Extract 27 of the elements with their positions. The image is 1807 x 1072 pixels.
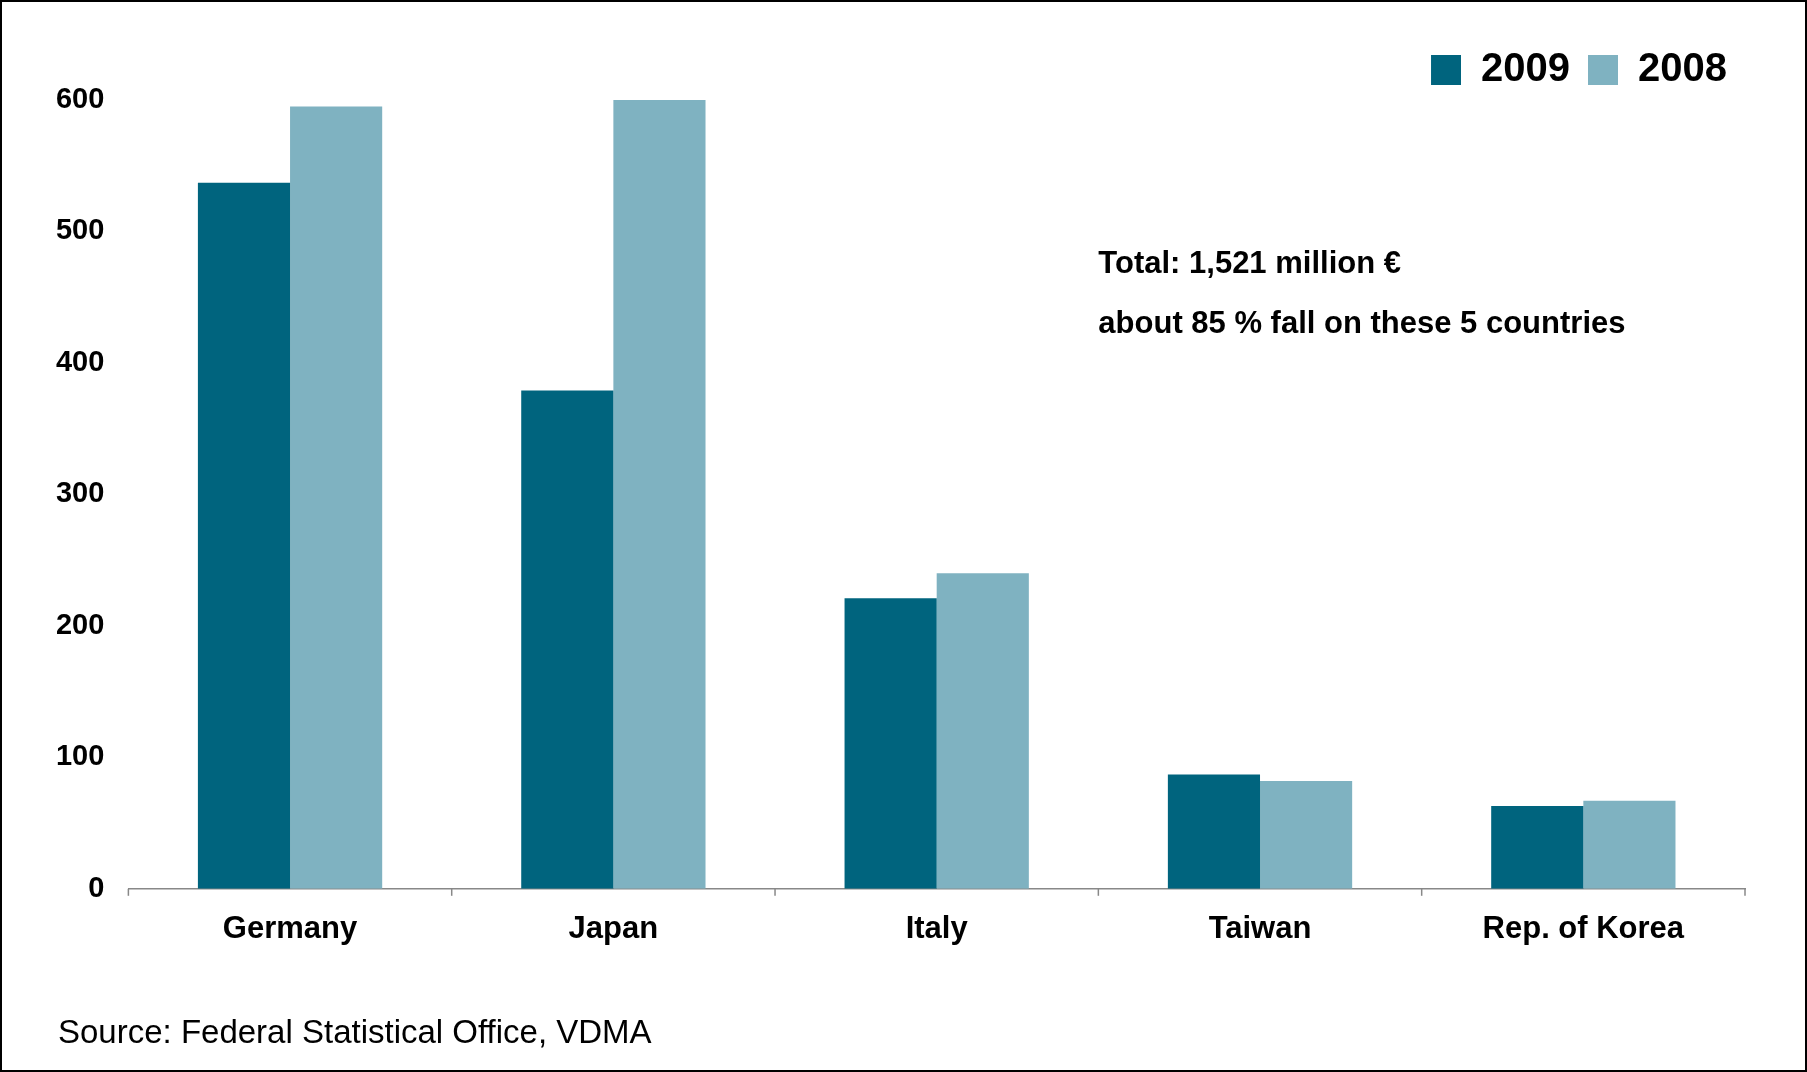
x-tick-label: Taiwan: [1208, 909, 1312, 945]
source-note: Source: Federal Statistical Office, VDMA: [58, 1013, 652, 1051]
bar: [844, 598, 937, 889]
legend-label: 2008: [1638, 45, 1727, 90]
y-tick-label: 600: [55, 82, 105, 114]
bar: [1260, 781, 1353, 889]
y-tick-label: 0: [88, 870, 105, 903]
y-tick-label: 500: [55, 213, 105, 246]
x-tick-label: Japan: [568, 909, 659, 945]
bar: [197, 182, 291, 889]
y-tick-label: 200: [55, 607, 105, 640]
annotation: about 85 % fall on these 5 countries: [1098, 304, 1626, 340]
legend-label: 2009: [1481, 45, 1571, 90]
bar: [1491, 805, 1584, 889]
bar: [936, 573, 1029, 889]
y-tick-label: 400: [55, 344, 105, 377]
bar: [290, 106, 383, 889]
bar: [1583, 800, 1676, 889]
x-tick-label: Germany: [222, 909, 358, 945]
x-tick-label: Rep. of Korea: [1482, 909, 1685, 945]
y-tick-label: 300: [55, 476, 105, 509]
annotation: Total: 1,521 million €: [1098, 244, 1401, 280]
bar: [521, 390, 614, 889]
y-tick-label: 100: [55, 739, 105, 772]
x-tick-label: Italy: [905, 909, 969, 945]
bar: [613, 100, 706, 889]
bar: [1167, 774, 1261, 889]
